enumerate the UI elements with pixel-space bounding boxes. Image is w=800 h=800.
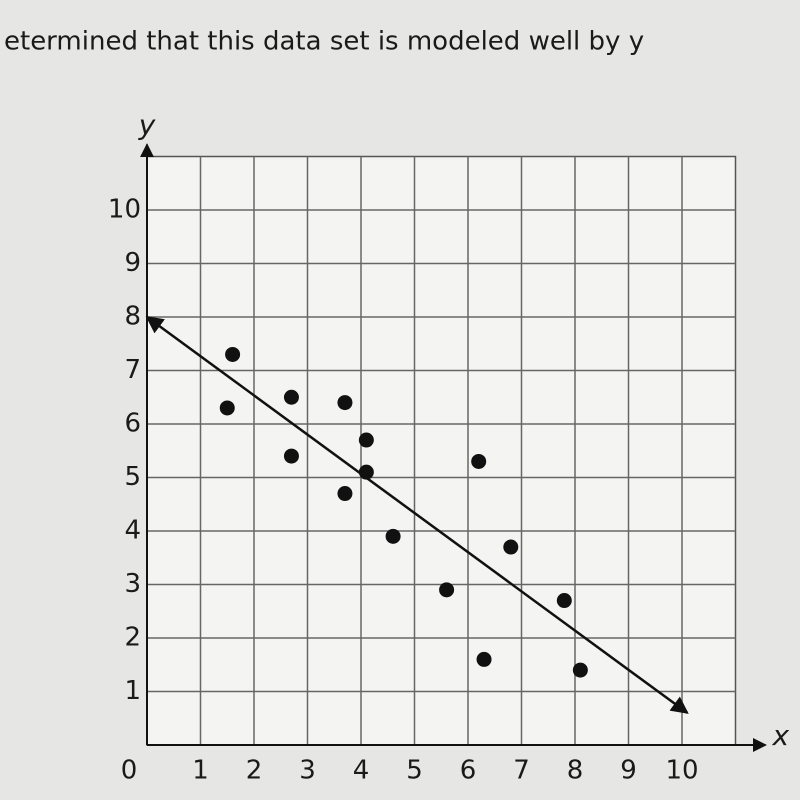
x-tick-label: 1 xyxy=(192,756,209,786)
y-tick-label: 8 xyxy=(124,302,141,332)
y-tick-label: 2 xyxy=(124,623,141,653)
trend-line xyxy=(145,315,689,714)
data-point xyxy=(283,389,299,405)
y-tick-label: 4 xyxy=(124,516,141,546)
plot-area xyxy=(146,155,737,746)
y-tick-label: 1 xyxy=(124,676,141,706)
x-tick-label: 5 xyxy=(406,756,423,786)
y-tick-label: 10 xyxy=(108,195,141,225)
x-axis-label: x xyxy=(772,719,790,752)
x-tick-label: 7 xyxy=(513,756,530,786)
x-tick-label: 9 xyxy=(620,756,637,786)
x-tick-label: 4 xyxy=(353,756,370,786)
data-point xyxy=(556,593,572,609)
data-point xyxy=(337,395,353,411)
y-tick-label: 6 xyxy=(124,409,141,439)
x-tick-label: 6 xyxy=(460,756,477,786)
chart-title: etermined that this data set is modeled … xyxy=(4,27,644,57)
data-point xyxy=(476,651,492,667)
data-point xyxy=(225,346,241,362)
x-tick-label: 2 xyxy=(246,756,263,786)
data-point xyxy=(385,528,401,544)
data-point xyxy=(572,662,588,678)
x-tick-label: 3 xyxy=(299,756,316,786)
y-tick-label: 5 xyxy=(124,462,141,492)
data-point xyxy=(358,464,374,480)
data-point xyxy=(283,448,299,464)
y-tick-label: 9 xyxy=(124,248,141,278)
y-tick-label: 3 xyxy=(124,569,141,599)
x-tick-label: 10 xyxy=(665,756,698,786)
data-point xyxy=(471,453,487,469)
x-tick-label: 8 xyxy=(567,756,584,786)
y-axis-label: y xyxy=(138,109,156,142)
data-point xyxy=(358,432,374,448)
data-point xyxy=(219,400,235,416)
data-point xyxy=(439,582,455,598)
data-point xyxy=(503,539,519,555)
data-point xyxy=(337,486,353,502)
x-tick-label: 0 xyxy=(121,756,138,786)
y-tick-label: 7 xyxy=(124,355,141,385)
